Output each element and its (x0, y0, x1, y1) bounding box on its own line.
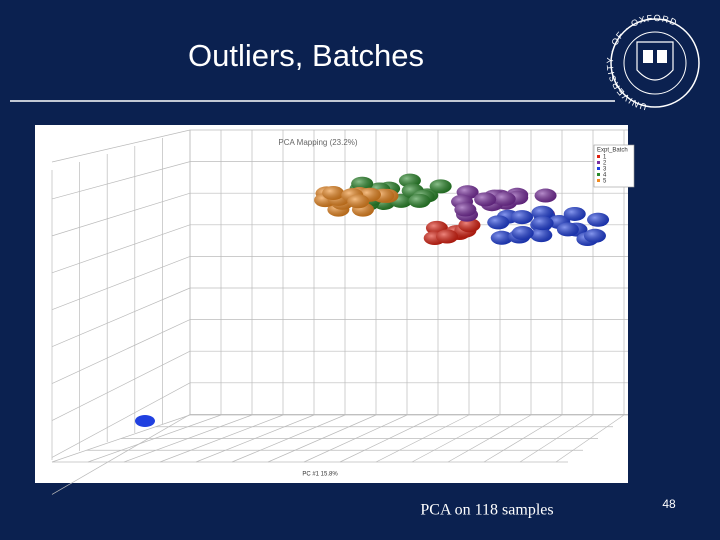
logo-inner-ring (623, 31, 687, 95)
legend-swatch (597, 179, 600, 182)
point-shade (531, 205, 554, 220)
legend-swatch (597, 167, 600, 170)
grid-line (51, 161, 191, 200)
grid-line (51, 224, 191, 274)
figure-title: PCA Mapping (23.2%) (278, 138, 357, 147)
grid-line (51, 414, 191, 495)
point-shade (531, 216, 554, 231)
grid-line (51, 319, 191, 384)
point-shade (351, 176, 374, 191)
figure-points (135, 173, 610, 427)
legend-box (593, 144, 635, 188)
grid-line (51, 287, 191, 347)
grid-line (51, 256, 191, 311)
legend-title: Expt_Batch (597, 148, 628, 154)
figure-background (35, 125, 628, 483)
point-shade (458, 218, 481, 233)
point-shade (490, 230, 513, 245)
point-shade (587, 212, 610, 227)
point-shade (511, 225, 534, 240)
page-number: 48 (662, 497, 676, 511)
point-shade (530, 228, 553, 243)
legend-label: 5 (603, 179, 607, 185)
grid-line (51, 350, 191, 421)
legend-label: 4 (603, 173, 607, 179)
legend-label: 1 (603, 155, 607, 161)
grid-line (51, 382, 191, 458)
logo-book (657, 50, 667, 63)
point-shade (436, 229, 459, 244)
grid-line (51, 192, 191, 237)
point-shade (563, 206, 586, 221)
legend-swatch (597, 161, 600, 164)
point-shade (534, 188, 557, 203)
legend-swatch (597, 155, 600, 158)
point-shade (347, 194, 370, 209)
point-shade (408, 193, 431, 208)
figure-grid (51, 129, 628, 495)
point-shade (583, 228, 606, 243)
point-shade (487, 215, 510, 230)
point-shade (454, 202, 477, 217)
outlier-point (135, 415, 155, 427)
caption: PCA on 118 samples (420, 502, 553, 519)
x-axis-label: PC #1 15.8% (302, 472, 338, 478)
point-shade (474, 192, 497, 207)
slide-title: Outliers, Batches (188, 38, 424, 73)
point-shade (511, 210, 534, 225)
logo-shield (636, 41, 674, 81)
logo: UNIVERSITY · OF · OXFORD (605, 13, 700, 112)
legend-label: 3 (603, 167, 607, 173)
point-shade (493, 191, 516, 206)
logo-text: UNIVERSITY · OF · OXFORD (605, 13, 679, 112)
logo-text-path: UNIVERSITY · OF · OXFORD (605, 13, 678, 112)
logo-ring (610, 18, 700, 108)
legend-swatch (597, 173, 600, 176)
point-shade (556, 222, 579, 237)
point-shade (322, 186, 345, 201)
legend-label: 2 (603, 161, 607, 167)
grid-line (51, 129, 191, 163)
point-shade (429, 179, 452, 194)
logo-book (643, 50, 653, 63)
